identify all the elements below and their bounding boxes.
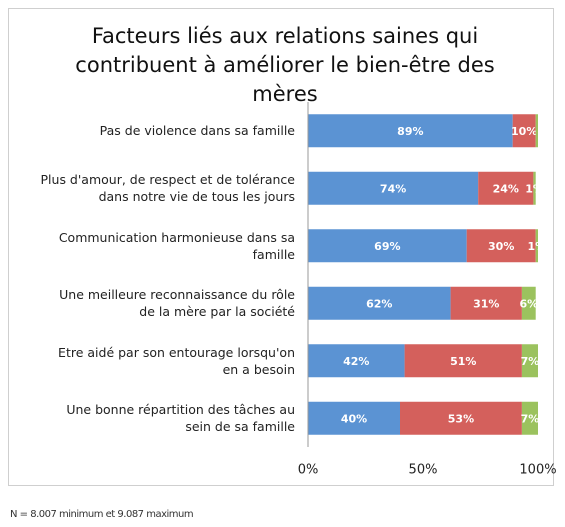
footnote: N = 8.007 minimum et 9.087 maximum bbox=[10, 509, 194, 520]
value-label: 40% bbox=[341, 412, 367, 425]
bar-segment bbox=[400, 401, 522, 435]
x-tick-label: 0% bbox=[298, 463, 319, 478]
x-tick-label: 50% bbox=[409, 463, 438, 478]
bar-segment bbox=[466, 229, 536, 263]
category-label: Pas de violence dans sa famille bbox=[99, 123, 295, 139]
value-label: 1% bbox=[525, 182, 544, 195]
bar-segment bbox=[535, 229, 538, 263]
value-label: 7% bbox=[521, 412, 540, 425]
bar-segment bbox=[512, 114, 536, 148]
category-label: Communication harmonieuse dans sa famill… bbox=[58, 229, 295, 262]
bar-segment bbox=[308, 114, 513, 148]
value-label: 53% bbox=[448, 412, 474, 425]
value-label: 42% bbox=[343, 355, 369, 368]
category-label: Une meilleure reconnaissance du rôle de … bbox=[59, 287, 295, 320]
value-label: 24% bbox=[493, 182, 519, 195]
category-label: Etre aidé par son entourage lorsqu'on en… bbox=[58, 344, 295, 377]
bar-segment bbox=[521, 401, 538, 435]
bar-segment bbox=[308, 401, 400, 435]
category-label: Une bonne répartition des tâches au sein… bbox=[66, 402, 295, 435]
value-label: 1% bbox=[528, 240, 547, 253]
bar-segment bbox=[308, 229, 467, 263]
chart-title: Facteurs liés aux relations saines qui c… bbox=[75, 24, 495, 106]
bar-segment bbox=[521, 286, 536, 320]
value-label: 7% bbox=[521, 355, 540, 368]
value-label: 69% bbox=[374, 240, 400, 253]
bar-segment bbox=[308, 344, 405, 378]
bar-segment bbox=[308, 171, 479, 205]
bar-segment bbox=[450, 286, 522, 320]
category-label: Plus d'amour, de respect et de tolérance… bbox=[40, 172, 295, 205]
value-label: 6% bbox=[519, 297, 538, 310]
x-tick-label: 100% bbox=[519, 463, 556, 478]
bar-segment bbox=[308, 286, 451, 320]
value-label: 51% bbox=[450, 355, 476, 368]
bar-segment bbox=[533, 171, 536, 205]
bar-segment bbox=[521, 344, 538, 378]
bar-segment bbox=[535, 114, 538, 148]
bar-segment bbox=[478, 171, 534, 205]
value-label: 31% bbox=[473, 297, 499, 310]
bar-segment bbox=[404, 344, 522, 378]
value-label: 89% bbox=[397, 125, 423, 138]
value-label: 62% bbox=[366, 297, 392, 310]
value-label: 30% bbox=[488, 240, 514, 253]
value-label: 74% bbox=[380, 182, 406, 195]
value-label: 10% bbox=[511, 125, 537, 138]
chart-frame bbox=[8, 8, 554, 486]
